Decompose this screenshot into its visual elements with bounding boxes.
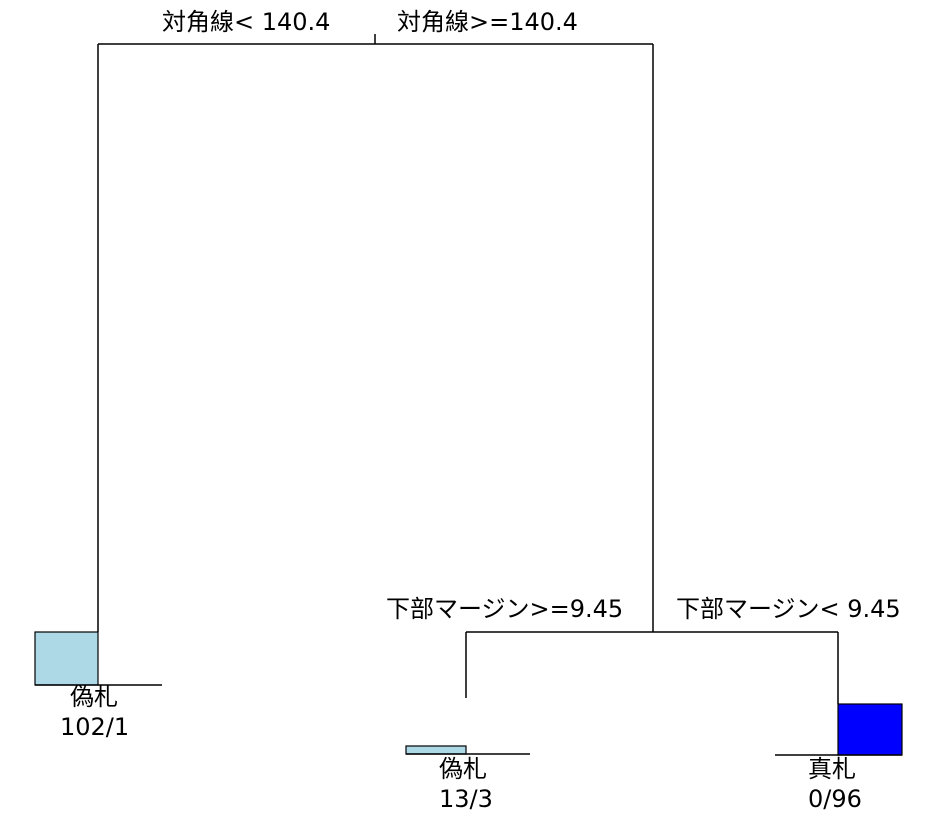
root-split-right-label: 対角線>=140.4	[397, 8, 578, 36]
leaf3-counts-label: 0/96	[808, 785, 862, 813]
split2-left-label: 下部マージン>=9.45	[386, 595, 624, 623]
split2-right-label: 下部マージン< 9.45	[676, 595, 901, 623]
leaf2-counts-label: 13/3	[439, 785, 493, 813]
leaf1-bar	[34, 631, 99, 686]
leaf3-bar	[837, 703, 903, 756]
root-split-left-label: 対角線< 140.4	[162, 8, 331, 36]
leaf1-counts-label: 102/1	[60, 713, 130, 741]
leaf3-class-label: 真札	[808, 755, 856, 783]
leaf2-class-label: 偽札	[439, 755, 487, 783]
leaf2-bar	[405, 745, 467, 755]
leaf1-class-label: 偽札	[70, 683, 118, 711]
